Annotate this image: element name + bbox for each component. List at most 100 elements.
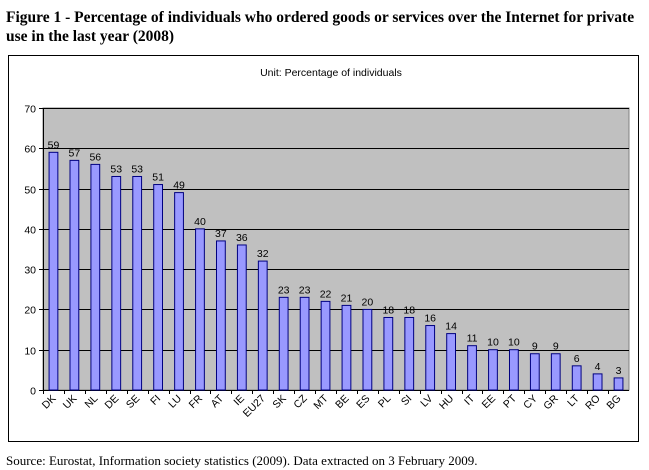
data-label-gr: 9: [553, 341, 559, 353]
bar-cy: [529, 353, 540, 391]
data-label-si: 18: [403, 304, 415, 316]
data-label-bg: 3: [616, 365, 622, 377]
data-label-cy: 9: [532, 341, 538, 353]
x-tick-label-hu: HU: [437, 393, 456, 412]
bar-nl: [90, 163, 101, 391]
x-tick-label-eu27: EU27: [241, 393, 268, 420]
data-label-mt: 22: [320, 288, 332, 300]
bar-lv: [425, 325, 436, 391]
data-label-lu: 49: [173, 180, 185, 192]
bar-cz: [299, 296, 310, 391]
data-label-hu: 14: [445, 321, 457, 333]
bar-pl: [383, 316, 394, 391]
y-tick-label: 40: [24, 225, 36, 237]
bar-it: [467, 345, 477, 391]
bar-gr: [550, 353, 561, 391]
data-label-sk: 23: [278, 284, 290, 296]
data-label-de: 53: [110, 163, 122, 175]
bar-lt: [571, 365, 582, 391]
data-label-ie: 36: [236, 232, 248, 244]
data-label-lt: 6: [574, 353, 580, 365]
y-tick-label: 60: [24, 144, 36, 156]
bar-ro: [592, 373, 603, 391]
bar-ie: [236, 244, 247, 391]
bar-dk: [48, 151, 59, 391]
bar-lu: [174, 192, 184, 391]
x-tick-label-uk: UK: [61, 393, 80, 412]
plot-area: [42, 107, 630, 391]
bar-fi: [153, 184, 164, 391]
data-label-lv: 16: [424, 313, 436, 325]
bar-fr: [195, 228, 205, 391]
x-tick-label-nl: NL: [82, 393, 100, 411]
data-label-fi: 51: [152, 172, 164, 184]
data-label-cz: 23: [299, 284, 311, 296]
data-label-ee: 10: [487, 337, 499, 349]
bar-eu27: [257, 260, 268, 391]
x-tick-label-gr: GR: [541, 392, 561, 412]
chart-frame: Unit: Percentage of individuals 0 10 20 30 4…: [8, 55, 639, 442]
data-label-pl: 18: [382, 304, 394, 316]
bar-pt: [508, 349, 519, 391]
x-tick-label-it: IT: [462, 392, 477, 407]
bar-at: [215, 240, 226, 391]
x-tick-label-lu: LU: [166, 393, 184, 411]
x-tick-label-se: SE: [124, 393, 142, 411]
data-label-pt: 10: [508, 337, 520, 349]
x-tick-label-be: BE: [333, 393, 351, 411]
bar-ee: [488, 349, 498, 391]
x-tick-label-fr: FR: [187, 392, 206, 411]
bar-es: [362, 308, 373, 391]
figure-title: Figure 1 - Percentage of individuals who…: [6, 9, 635, 45]
data-label-es: 20: [362, 296, 374, 308]
y-tick-label: 70: [24, 104, 36, 116]
y-tick-label: 50: [24, 185, 36, 197]
bar-sk: [278, 296, 289, 391]
data-label-at: 37: [215, 228, 227, 240]
x-tick-label-ie: IE: [231, 393, 247, 409]
x-tick-label-lt: LT: [565, 392, 582, 409]
gridlines: [42, 107, 630, 391]
bar-be: [341, 304, 352, 391]
x-tick-label-si: SI: [399, 393, 415, 409]
data-label-fr: 40: [194, 216, 206, 228]
x-tick-label-es: ES: [354, 393, 372, 411]
data-label-nl: 56: [89, 151, 101, 163]
x-tick-label-ro: RO: [583, 393, 603, 413]
x-tick-label-pt: PT: [501, 392, 519, 410]
x-tick-label-lv: LV: [418, 393, 435, 410]
y-tick-label: 10: [24, 346, 36, 358]
bar-si: [404, 316, 415, 391]
y-tick-label: 20: [24, 305, 36, 317]
y-tick-label: 0: [30, 386, 36, 398]
bar-mt: [320, 300, 331, 391]
x-tick-label-sk: SK: [270, 393, 288, 411]
data-label-eu27: 32: [257, 248, 269, 260]
data-label-dk: 59: [48, 139, 60, 151]
chart-subtitle: Unit: Percentage of individuals: [260, 67, 402, 79]
bar-se: [132, 175, 143, 391]
x-tick-label-at: AT: [209, 392, 227, 410]
data-label-uk: 57: [69, 147, 81, 159]
x-tick-label-ee: EE: [480, 393, 498, 411]
y-axis-ticks: 0 10 20 30 40 50 60 70: [24, 104, 43, 398]
data-label-be: 21: [341, 292, 353, 304]
source-note: Source: Eurostat, Information society st…: [6, 453, 478, 468]
bar-hu: [446, 333, 457, 391]
data-label-ro: 4: [595, 361, 601, 373]
x-tick-label-mt: MT: [311, 392, 331, 412]
x-tick-label-de: DE: [103, 393, 122, 412]
x-tick-label-dk: DK: [40, 393, 59, 412]
x-tick-label-pl: PL: [376, 393, 394, 411]
data-label-se: 53: [131, 163, 143, 175]
x-tick-label-fi: FI: [148, 393, 163, 408]
x-tick-label-cz: CZ: [291, 392, 310, 411]
bar-chart: Unit: Percentage of individuals 0 10 20 30 4…: [24, 67, 630, 420]
data-label-it: 11: [467, 333, 478, 345]
bar-bg: [613, 377, 624, 391]
bar-de: [111, 175, 122, 391]
x-tick-label-cy: CY: [521, 393, 540, 412]
bar-uk: [69, 159, 80, 391]
